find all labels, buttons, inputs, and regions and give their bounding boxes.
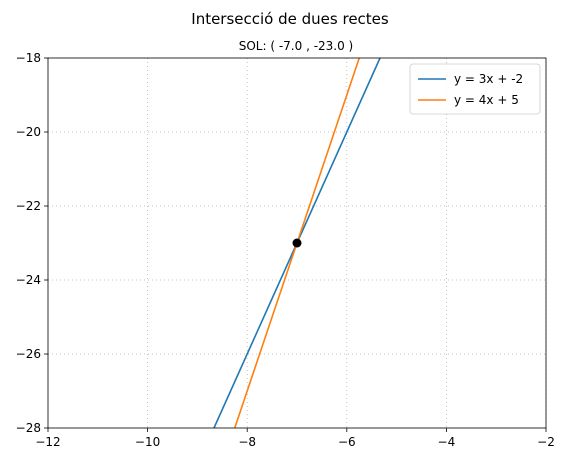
chart-title: Intersecció de dues rectes [191,10,389,28]
y-tick-label: −24 [16,273,41,287]
chart-subtitle: SOL: ( -7.0 , -23.0 ) [239,39,354,53]
x-tick-label: −6 [338,435,356,449]
y-tick-label: −22 [16,199,41,213]
legend-label-2: y = 4x + 5 [454,93,519,107]
legend-box [409,63,541,115]
y-tick-label: −20 [16,125,41,139]
y-tick-label: −28 [16,421,41,435]
x-tick-label: −10 [135,435,160,449]
x-tick-label: −2 [537,435,555,449]
intersection-point [292,238,302,248]
x-tick-label: −4 [438,435,456,449]
plot-area: −12 −10 −8 −6 −4 −2 −28 −26 −24 −22 −20 −18 y = 3x +… [16,51,555,449]
y-tick-label: −26 [16,347,41,361]
legend-label-1: y = 3x + -2 [454,72,523,86]
plot-frame [47,57,547,429]
x-tick-label: −8 [238,435,256,449]
x-tick-label: −12 [35,435,60,449]
y-tick-label: −18 [16,51,41,65]
